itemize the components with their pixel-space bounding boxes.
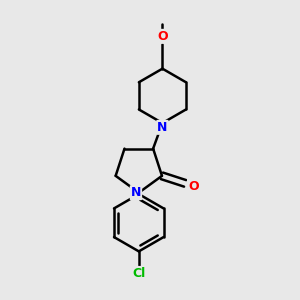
- Text: Cl: Cl: [132, 267, 146, 280]
- Text: N: N: [157, 121, 168, 134]
- Text: O: O: [157, 30, 168, 43]
- Text: O: O: [188, 179, 199, 193]
- Text: N: N: [131, 186, 141, 199]
